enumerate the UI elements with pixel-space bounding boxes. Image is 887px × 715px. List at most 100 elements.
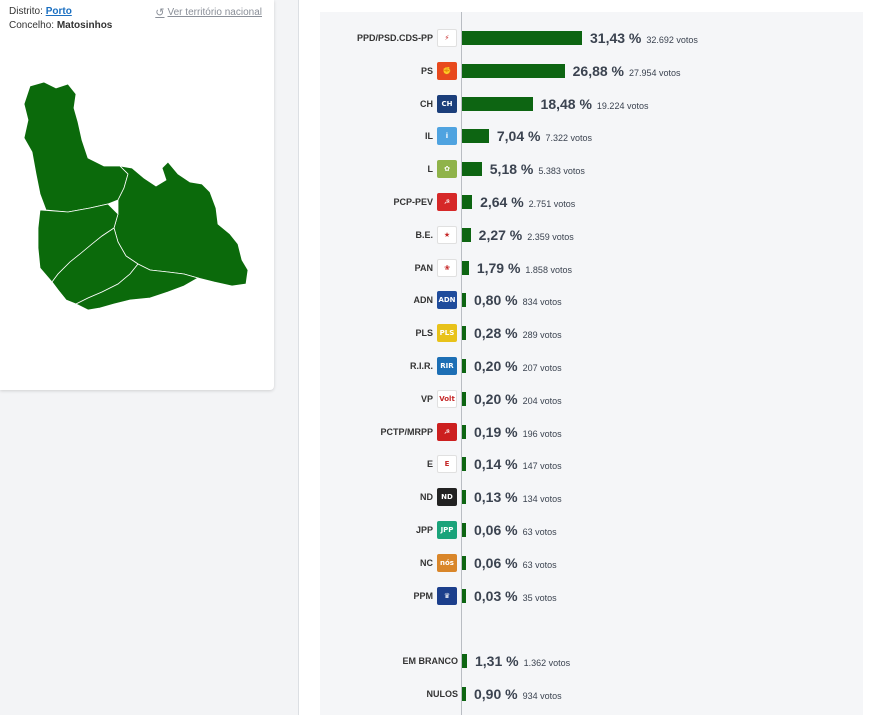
result-bar[interactable] — [462, 260, 469, 275]
percentage-value: 5,18 % — [489, 161, 534, 178]
national-territory-link[interactable]: ↺ Ver território nacional — [155, 6, 262, 19]
vote-count: 63 votos — [522, 527, 557, 537]
municipality-line: Concelho: Matosinhos — [9, 20, 112, 31]
map-region-north[interactable] — [23, 81, 129, 213]
result-row: PCTP/MRPP ☭ 0,19 % 196 votos — [320, 420, 863, 444]
percentage-value: 0,90 % — [474, 685, 518, 702]
result-bar[interactable] — [462, 424, 466, 439]
result-bar[interactable] — [462, 129, 489, 144]
chart-axis-line — [461, 12, 462, 715]
result-percentage: 0,06 % 63 votos — [474, 551, 557, 575]
result-percentage: 0,13 % 134 votos — [474, 485, 562, 509]
results-chart — [320, 12, 863, 715]
vote-count: 35 votos — [522, 592, 557, 603]
vote-count: 289 votos — [522, 330, 562, 341]
vote-count: 196 votos — [522, 428, 562, 439]
result-row: E E 0,14 % 147 votos — [320, 452, 863, 476]
party-label: L — [427, 164, 434, 175]
il-logo-icon: i — [437, 127, 457, 146]
result-bar[interactable] — [462, 359, 466, 373]
result-percentage: 2,64 % 2.751 votos — [480, 190, 575, 214]
result-bar[interactable] — [462, 654, 467, 668]
result-bar[interactable] — [462, 293, 466, 308]
result-bar[interactable] — [462, 523, 466, 537]
result-bar[interactable] — [462, 63, 565, 78]
result-row: PCP-PEV ☭ 2,64 % 2.751 votos — [320, 190, 863, 214]
municipality-label: Concelho: — [9, 20, 55, 31]
percentage-value: 1,79 % — [476, 259, 521, 276]
pan-logo-icon: ❀ — [437, 258, 457, 277]
district-line: Distrito: Porto — [9, 6, 72, 17]
result-bar[interactable] — [462, 391, 466, 406]
result-row: JPP JPP 0,06 % 63 votos — [320, 518, 863, 542]
result-bar[interactable] — [462, 490, 466, 505]
percentage-value: 2,27 % — [478, 226, 523, 243]
district-link[interactable]: Porto — [45, 6, 72, 17]
party-label: EM BRANCO — [402, 656, 459, 666]
ppm-logo-icon: ♛ — [437, 586, 457, 605]
result-row: CH CH 18,48 % 19.224 votos — [320, 92, 863, 116]
result-percentage: 1,31 % 1.362 votos — [475, 649, 570, 673]
percentage-value: 0,06 % — [474, 554, 518, 571]
volt-logo-icon: Volt — [437, 389, 457, 408]
percentage-value: 31,43 % — [590, 30, 642, 46]
municipality-map — [23, 81, 249, 311]
result-percentage: 0,90 % 934 votos — [474, 682, 562, 706]
percentage-value: 0,19 % — [474, 423, 518, 440]
vote-count: 204 votos — [522, 395, 562, 406]
percentage-value: 18,48 % — [540, 95, 592, 112]
percentage-value: 1,31 % — [475, 653, 519, 669]
result-row: ND ND 0,13 % 134 votos — [320, 485, 863, 509]
result-bar[interactable] — [462, 195, 473, 209]
result-row: ADN ADN 0,80 % 834 votos — [320, 288, 863, 312]
percentage-value: 0,06 % — [474, 522, 518, 538]
result-row: PPM ♛ 0,03 % 35 votos — [320, 584, 863, 608]
vote-count: 1.858 votos — [525, 264, 572, 275]
result-bar[interactable] — [462, 326, 466, 341]
percentage-value: 0,80 % — [474, 292, 518, 309]
map-region-south[interactable] — [75, 263, 200, 311]
result-percentage: 5,18 % 5.383 votos — [490, 157, 585, 181]
vote-count: 32.692 votos — [646, 35, 698, 45]
result-bar[interactable] — [462, 162, 482, 177]
pctp-logo-icon: ☭ — [437, 422, 457, 441]
result-row: NC nós 0,06 % 63 votos — [320, 551, 863, 575]
pls-logo-icon: PLS — [437, 324, 457, 343]
chega-logo-icon: CH — [437, 94, 457, 113]
livre-logo-icon: ✿ — [437, 160, 457, 179]
party-label: PCTP/MRPP — [380, 426, 433, 437]
result-percentage: 18,48 % 19.224 votos — [541, 92, 649, 116]
party-label: PAN — [414, 262, 433, 273]
result-percentage: 0,03 % 35 votos — [474, 584, 557, 608]
party-label: JPP — [415, 525, 433, 535]
vote-count: 207 votos — [522, 363, 562, 373]
jpp-logo-icon: JPP — [437, 521, 457, 539]
nd-logo-icon: ND — [437, 488, 457, 507]
vote-count: 134 votos — [522, 494, 562, 505]
result-row: IL i 7,04 % 7.322 votos — [320, 124, 863, 148]
result-row: PAN ❀ 1,79 % 1.858 votos — [320, 256, 863, 280]
percentage-value: 0,03 % — [474, 587, 518, 604]
percentage-value: 2,64 % — [480, 194, 524, 210]
percentage-value: 0,20 % — [474, 358, 518, 374]
result-bar[interactable] — [462, 457, 466, 472]
vote-count: 19.224 votos — [596, 100, 649, 111]
party-label: VP — [420, 393, 433, 404]
percentage-value: 0,28 % — [474, 325, 518, 342]
vote-count: 834 votos — [522, 297, 562, 308]
result-percentage: 0,20 % 207 votos — [474, 354, 562, 378]
party-label: ADN — [413, 295, 434, 306]
result-bar[interactable] — [462, 96, 533, 111]
result-bar[interactable] — [462, 31, 582, 45]
percentage-value: 0,14 % — [474, 456, 518, 473]
result-percentage: 0,06 % 63 votos — [474, 518, 557, 542]
map-region-center[interactable] — [51, 227, 139, 305]
rir-logo-icon: RIR — [437, 357, 457, 375]
result-bar[interactable] — [462, 588, 466, 603]
psd-cds-logo-icon: ⚡ — [437, 29, 457, 47]
party-label: E — [426, 459, 433, 470]
result-bar[interactable] — [462, 227, 471, 242]
map-port-outline — [47, 281, 67, 307]
result-bar[interactable] — [462, 686, 466, 701]
result-bar[interactable] — [462, 555, 466, 570]
